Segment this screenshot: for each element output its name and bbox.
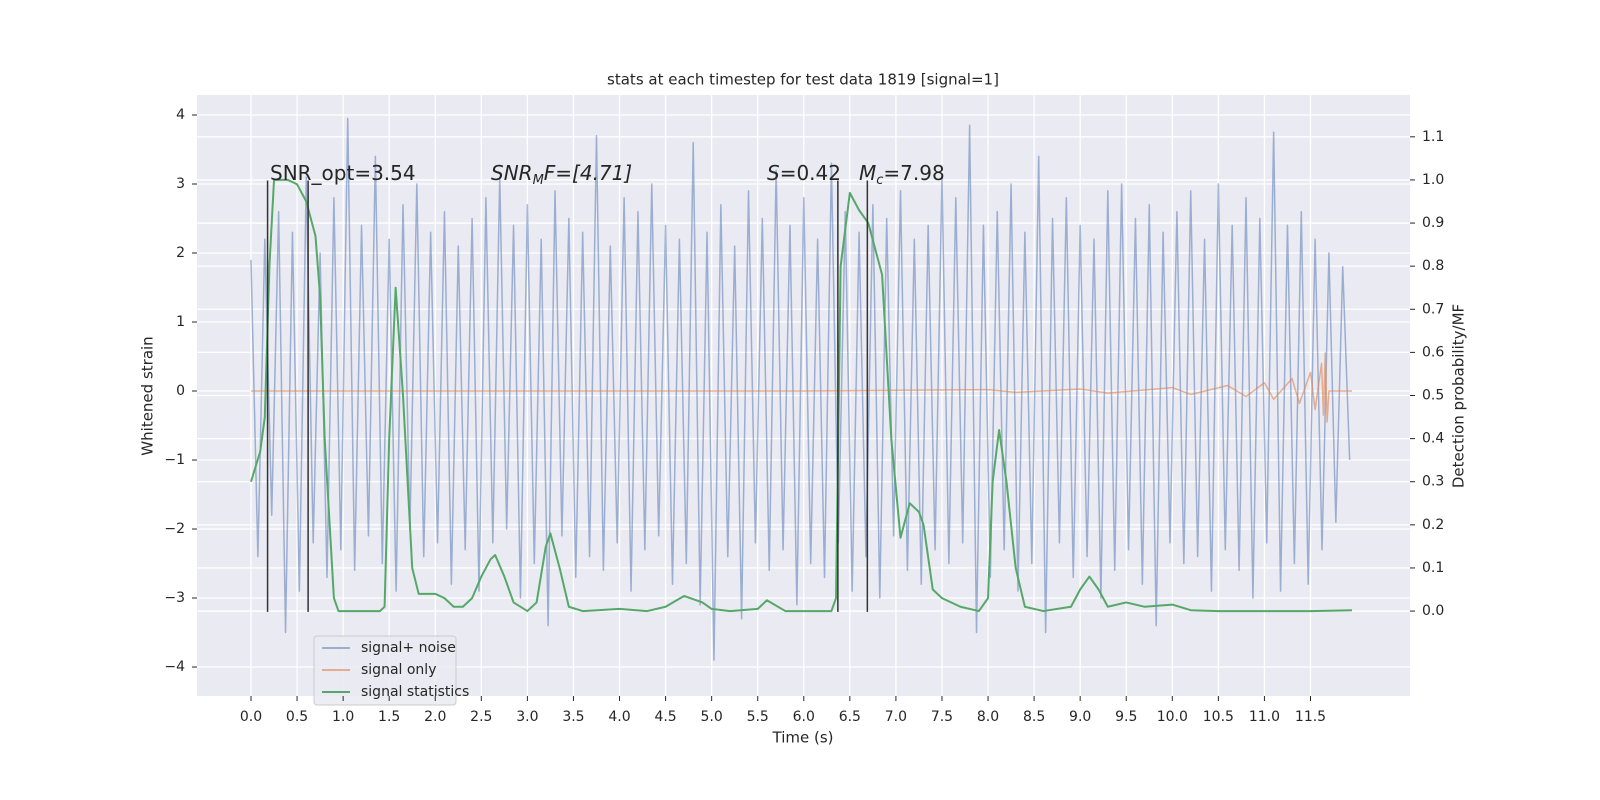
- annotation-main: SNR: [491, 161, 533, 185]
- annotation: Mc=7.98: [859, 161, 945, 188]
- annotation-main: S: [767, 161, 780, 185]
- y-tick-label: 3: [176, 176, 185, 192]
- annotation-main: M: [859, 161, 876, 185]
- x-tick-label: 7.0: [885, 709, 907, 725]
- legend-label: signal+ noise: [361, 640, 456, 656]
- y2-tick-label: 0.1: [1422, 560, 1444, 576]
- y-tick-label: −1: [164, 452, 185, 468]
- annotation-tail: =7.98: [883, 161, 944, 185]
- y-tick-label: −4: [164, 659, 185, 675]
- x-tick-label: 5.0: [701, 709, 723, 725]
- x-tick-label: 8.5: [1023, 709, 1045, 725]
- x-tick-label: 5.5: [747, 709, 769, 725]
- x-tick-label: 0.0: [240, 709, 262, 725]
- annotation-sub: M: [533, 173, 544, 188]
- y2-tick-label: 1.0: [1422, 172, 1444, 188]
- y2-tick-label: 0.7: [1422, 301, 1444, 317]
- annotation: SNRMF=[4.71]: [491, 161, 632, 188]
- legend-label: signal only: [361, 662, 436, 678]
- y-tick-label: 4: [176, 107, 185, 123]
- x-tick-label: 4.0: [608, 709, 630, 725]
- x-tick-label: 8.0: [977, 709, 999, 725]
- y-tick-label: −2: [164, 521, 185, 537]
- chart-title: stats at each timestep for test data 181…: [607, 71, 999, 89]
- x-tick-label: 0.5: [286, 709, 308, 725]
- y2-tick-label: 0.0: [1422, 603, 1444, 619]
- x-tick-label: 6.0: [793, 709, 815, 725]
- grid: [197, 95, 1410, 696]
- annotation-tail: F=[4.71]: [544, 161, 632, 185]
- x-axis-label: Time (s): [772, 729, 834, 747]
- annotation-tail: =0.42: [780, 161, 841, 185]
- x-tick-label: 3.0: [516, 709, 538, 725]
- series-line: [250, 178, 1352, 613]
- legend-box: [313, 635, 457, 706]
- x-tick-label: 2.0: [424, 709, 446, 725]
- y2-tick-label: 0.8: [1422, 258, 1444, 274]
- legend: signal+ noise signal only signal statistic…: [313, 635, 469, 706]
- x-tick-label: 11.5: [1295, 709, 1326, 725]
- y2-tick-label: 0.4: [1422, 431, 1444, 447]
- x-tick-label: 10.0: [1157, 709, 1188, 725]
- x-tick-label: 9.5: [1115, 709, 1137, 725]
- y2-tick-label: 0.2: [1422, 517, 1444, 533]
- y-tick-label: 0: [176, 383, 185, 399]
- y2-axis-label: Detection probability/MF: [1450, 304, 1468, 488]
- series-line: [250, 352, 1352, 423]
- x-tick-label: 2.5: [470, 709, 492, 725]
- y-tick-label: −3: [164, 590, 185, 606]
- x-tick-label: 4.5: [654, 709, 676, 725]
- y2-tick-label: 0.3: [1422, 474, 1444, 490]
- y-tick-label: 1: [176, 314, 185, 330]
- y-axis-label: Whitened strain: [139, 336, 157, 455]
- annotation-sub: c: [876, 173, 883, 188]
- y2-tick-label: 0.9: [1422, 215, 1444, 231]
- x-tick-label: 1.0: [332, 709, 354, 725]
- y2-tick-label: 0.6: [1422, 344, 1444, 360]
- annotation: SNR_opt=3.54: [270, 161, 416, 185]
- x-tick-label: 6.5: [839, 709, 861, 725]
- y2-tick-label: 0.5: [1422, 388, 1444, 404]
- x-tick-label: 11.0: [1249, 709, 1280, 725]
- x-tick-label: 10.5: [1203, 709, 1234, 725]
- legend-label: signal statistics: [361, 684, 469, 700]
- y2-tick-label: 1.1: [1422, 129, 1444, 145]
- x-tick-label: 9.0: [1069, 709, 1091, 725]
- x-tick-label: 3.5: [562, 709, 584, 725]
- x-tick-label: 7.5: [931, 709, 953, 725]
- marks: [250, 117, 1352, 661]
- x-tick-label: 1.5: [378, 709, 400, 725]
- annotation: S=0.42: [767, 161, 841, 185]
- y-tick-label: 2: [176, 245, 185, 261]
